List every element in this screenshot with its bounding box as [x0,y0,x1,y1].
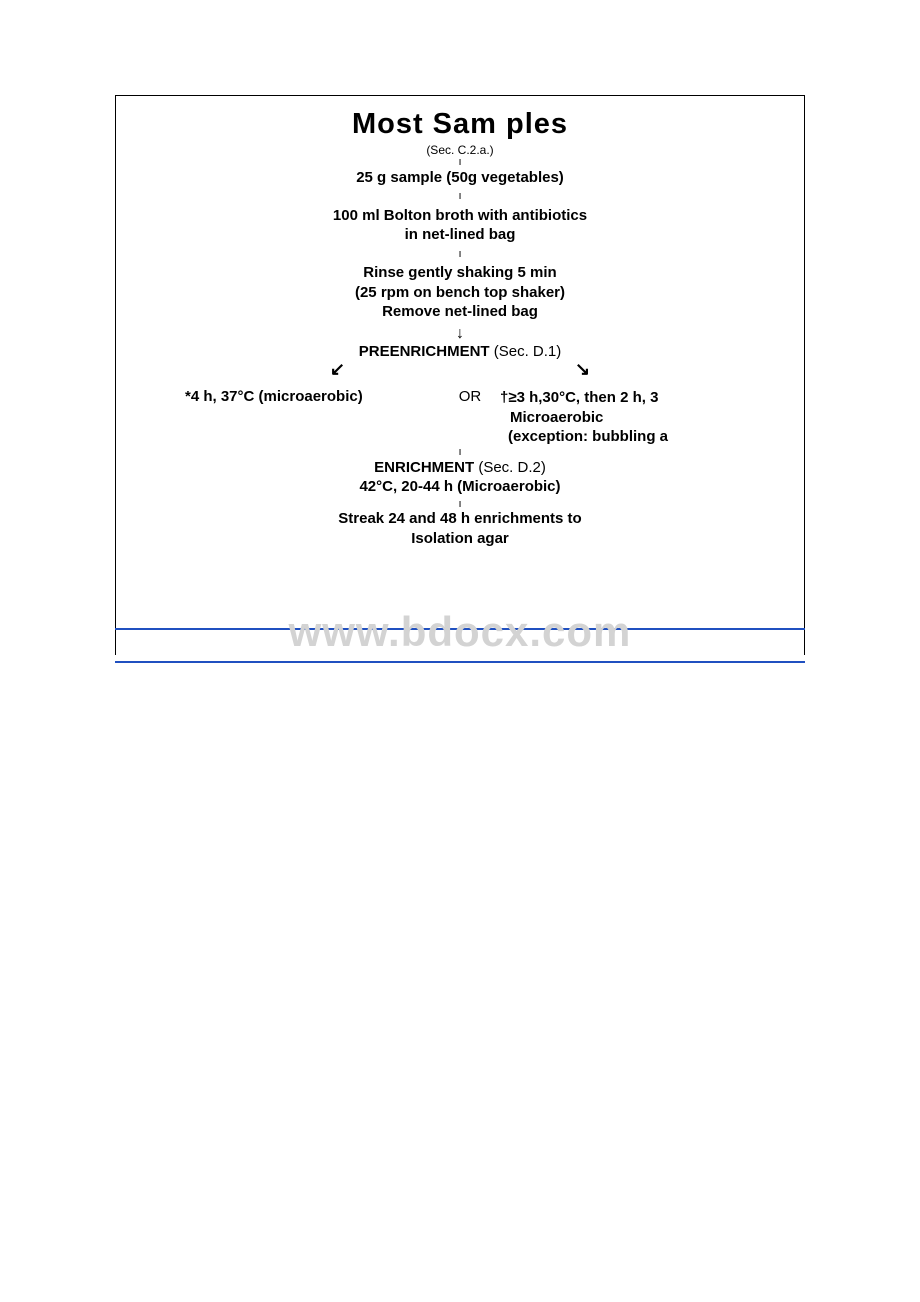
enrichment-ref: (Sec. D.2) [474,459,546,476]
step-broth: 100 ml Bolton broth with antibiotics in … [116,206,804,245]
watermark-text: www.bdocx.com [289,608,632,655]
arrow-icon: ı [116,193,804,200]
step-broth-line2: in net-lined bag [116,225,804,245]
branch-arrows: ↙ ↘ [116,359,804,380]
step-sample: 25 g sample (50g vegetables) [116,168,804,188]
step-rinse: Rinse gently shaking 5 min (25 rpm on be… [116,263,804,322]
enrichment-label: ENRICHMENT [374,459,474,476]
step-rinse-line2: (25 rpm on bench top shaker) [116,283,804,303]
branch-container: *4 h, 37°C (microaerobic) OR †≥3 h,30°C,… [116,388,804,447]
branch-or: OR [440,388,500,447]
branch-right: †≥3 h,30°C, then 2 h, 3 Microaerobic (ex… [500,388,740,447]
step-enrichment-detail: 42°C, 20-44 h (Microaerobic) [116,477,804,497]
diagram-subtitle: (Sec. C.2.a.) [116,143,804,157]
step-rinse-line3: Remove net-lined bag [116,302,804,322]
step-streak: Streak 24 and 48 h enrichments to Isolat… [116,509,804,548]
arrow-down-icon: ↓ [116,328,804,339]
arrow-icon: ı [116,449,804,456]
diagram-frame: Most Sam ples (Sec. C.2.a.) ı 25 g sampl… [115,95,805,655]
step-streak-line1: Streak 24 and 48 h enrichments to [116,509,804,529]
arrow-icon: ı [116,501,804,508]
watermark: www.bdocx.com [115,608,805,656]
preenrichment-label: PREENRICHMENT [359,343,490,360]
step-broth-line1: 100 ml Bolton broth with antibiotics [116,206,804,226]
branch-right-line3: (exception: bubbling a [500,427,740,447]
branch-left: *4 h, 37°C (microaerobic) [180,388,440,447]
arrow-diag-right-icon: ↘ [575,359,590,380]
branch-right-line2: Microaerobic [500,408,740,428]
step-rinse-line1: Rinse gently shaking 5 min [116,263,804,283]
branch-right-line1: †≥3 h,30°C, then 2 h, 3 [500,388,740,408]
diagram-title: Most Sam ples [116,108,804,141]
arrow-icon: ı [116,251,804,258]
arrow-icon: ı [116,159,804,166]
arrow-diag-left-icon: ↙ [330,359,345,380]
watermark-line-bottom [115,661,805,663]
preenrichment-ref: (Sec. D.1) [490,343,562,360]
step-streak-line2: Isolation agar [116,529,804,549]
step-enrichment: ENRICHMENT (Sec. D.2) [116,458,804,478]
